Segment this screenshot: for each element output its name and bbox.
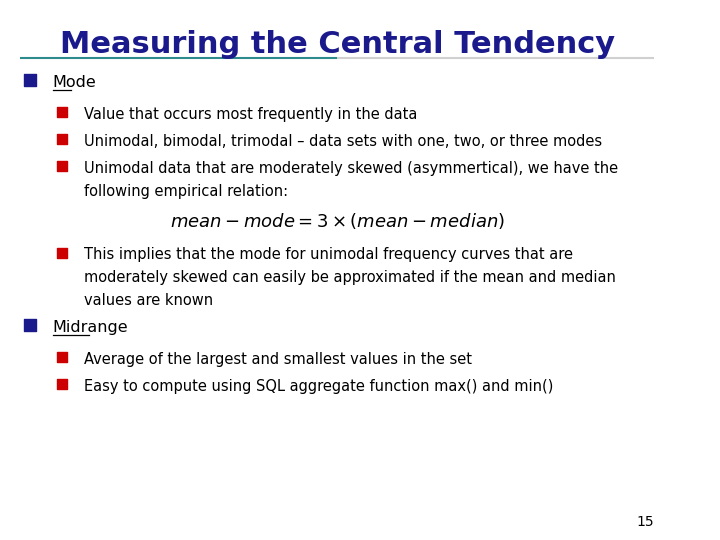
- Text: This implies that the mode for unimodal frequency curves that are: This implies that the mode for unimodal …: [84, 247, 573, 262]
- Text: Measuring the Central Tendency: Measuring the Central Tendency: [60, 30, 615, 59]
- Point: [56, 353, 68, 362]
- Text: Midrange: Midrange: [53, 320, 128, 335]
- Text: $mean - mode = 3 \times (mean - median)$: $mean - mode = 3 \times (mean - median)$: [170, 211, 505, 231]
- Text: Mode: Mode: [53, 75, 96, 90]
- Text: values are known: values are known: [84, 293, 213, 308]
- Text: 15: 15: [636, 515, 654, 529]
- Point: [24, 321, 36, 329]
- Text: Unimodal data that are moderately skewed (asymmertical), we have the: Unimodal data that are moderately skewed…: [84, 161, 618, 176]
- Text: following empirical relation:: following empirical relation:: [84, 184, 289, 199]
- Text: Easy to compute using SQL aggregate function max() and min(): Easy to compute using SQL aggregate func…: [84, 379, 554, 394]
- Point: [56, 380, 68, 389]
- Point: [56, 162, 68, 171]
- Point: [56, 108, 68, 117]
- Text: Average of the largest and smallest values in the set: Average of the largest and smallest valu…: [84, 352, 472, 367]
- Point: [56, 135, 68, 144]
- Point: [56, 248, 68, 257]
- Point: [24, 76, 36, 84]
- Text: Unimodal, bimodal, trimodal – data sets with one, two, or three modes: Unimodal, bimodal, trimodal – data sets …: [84, 134, 603, 149]
- Text: moderately skewed can easily be approximated if the mean and median: moderately skewed can easily be approxim…: [84, 270, 616, 285]
- Text: Value that occurs most frequently in the data: Value that occurs most frequently in the…: [84, 107, 418, 122]
